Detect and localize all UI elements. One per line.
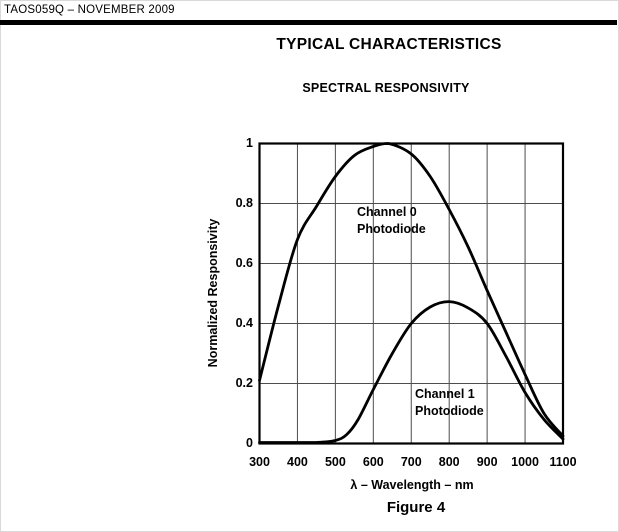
- y-tick-label: 1: [246, 135, 253, 150]
- channel-1-annotation: Channel 1 Photodiode: [415, 386, 484, 419]
- y-tick-label: 0: [246, 435, 253, 450]
- annotation-line: Photodiode: [415, 403, 484, 418]
- y-axis-title: Normalized Responsivity: [206, 218, 220, 368]
- series-curve-channel-0: [258, 142, 565, 438]
- y-tick-label: 0.6: [235, 255, 253, 270]
- y-tick-label: 0.4: [235, 315, 253, 330]
- y-tick-label: 0.8: [235, 195, 253, 210]
- x-tick-label: 800: [438, 455, 460, 469]
- x-tick-label: 400: [287, 455, 308, 469]
- header-rule: [0, 20, 617, 25]
- x-tick-label: 500: [324, 455, 346, 469]
- y-tick-label: 0.2: [235, 375, 253, 390]
- x-axis-title: λ – Wavelength – nm: [350, 478, 474, 492]
- figure-caption: Figure 4: [386, 499, 446, 516]
- annotation-line: Channel 1: [415, 387, 475, 401]
- x-tick-label: 300: [249, 455, 270, 469]
- annotation-line: Photodiode: [357, 221, 426, 236]
- channel-0-annotation: Channel 0 Photodiode: [357, 204, 426, 237]
- chart-title: SPECTRAL RESPONSIVITY: [302, 81, 470, 95]
- plot-frame: [258, 142, 565, 445]
- annotation-line: Channel 0: [357, 205, 417, 219]
- x-tick-label: 900: [476, 455, 498, 469]
- x-tick-label: 1000: [511, 455, 539, 469]
- x-tick-label: 700: [400, 455, 422, 469]
- document-header: TAOS059Q – NOVEMBER 2009: [4, 4, 175, 16]
- x-tick-label: 1100: [549, 455, 577, 469]
- series-curve-channel-1: [258, 300, 565, 444]
- x-tick-label: 600: [362, 455, 384, 469]
- section-title: TYPICAL CHARACTERISTICS: [276, 36, 502, 53]
